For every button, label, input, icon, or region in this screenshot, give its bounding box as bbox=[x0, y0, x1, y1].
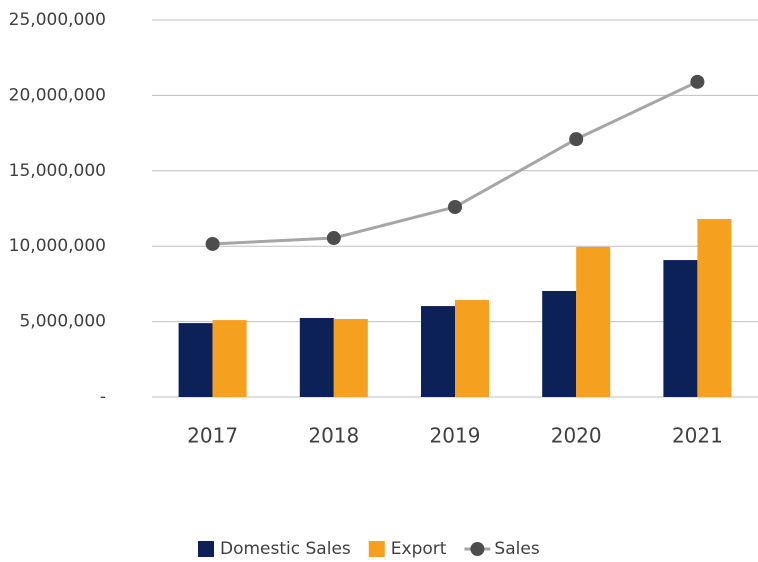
marker bbox=[690, 74, 705, 89]
y-tick-label: 15,000,000 bbox=[9, 161, 106, 181]
bar bbox=[542, 290, 577, 397]
legend-label: Sales bbox=[494, 539, 539, 559]
x-tick-label: 2017 bbox=[187, 424, 238, 448]
marker bbox=[326, 231, 341, 246]
y-tick-label: 20,000,000 bbox=[9, 85, 106, 105]
bar bbox=[576, 246, 611, 397]
legend-swatch bbox=[198, 541, 214, 557]
marker bbox=[448, 199, 462, 214]
bar bbox=[299, 317, 334, 397]
bar bbox=[333, 319, 368, 397]
legend-swatch bbox=[368, 541, 385, 557]
marker bbox=[569, 132, 584, 147]
bar bbox=[697, 219, 732, 397]
marker bbox=[205, 236, 220, 251]
y-tick-label: 25,000,000 bbox=[9, 10, 106, 30]
y-tick-label: 5,000,000 bbox=[19, 312, 106, 332]
y-tick-label: 10,000,000 bbox=[9, 236, 106, 256]
x-tick-label: 2021 bbox=[672, 424, 723, 448]
x-tick-label: 2018 bbox=[308, 424, 359, 448]
bar bbox=[178, 323, 213, 397]
bar bbox=[663, 260, 698, 397]
legend-label: Domestic Sales bbox=[220, 539, 351, 559]
legend-label: Export bbox=[391, 539, 447, 559]
bar bbox=[455, 300, 489, 397]
y-tick-label: - bbox=[100, 387, 106, 407]
bar bbox=[212, 320, 247, 397]
legend-marker bbox=[470, 542, 485, 556]
bar bbox=[421, 306, 455, 397]
x-tick-label: 2020 bbox=[551, 424, 602, 448]
line bbox=[212, 80, 699, 246]
x-tick-label: 2019 bbox=[430, 424, 481, 448]
